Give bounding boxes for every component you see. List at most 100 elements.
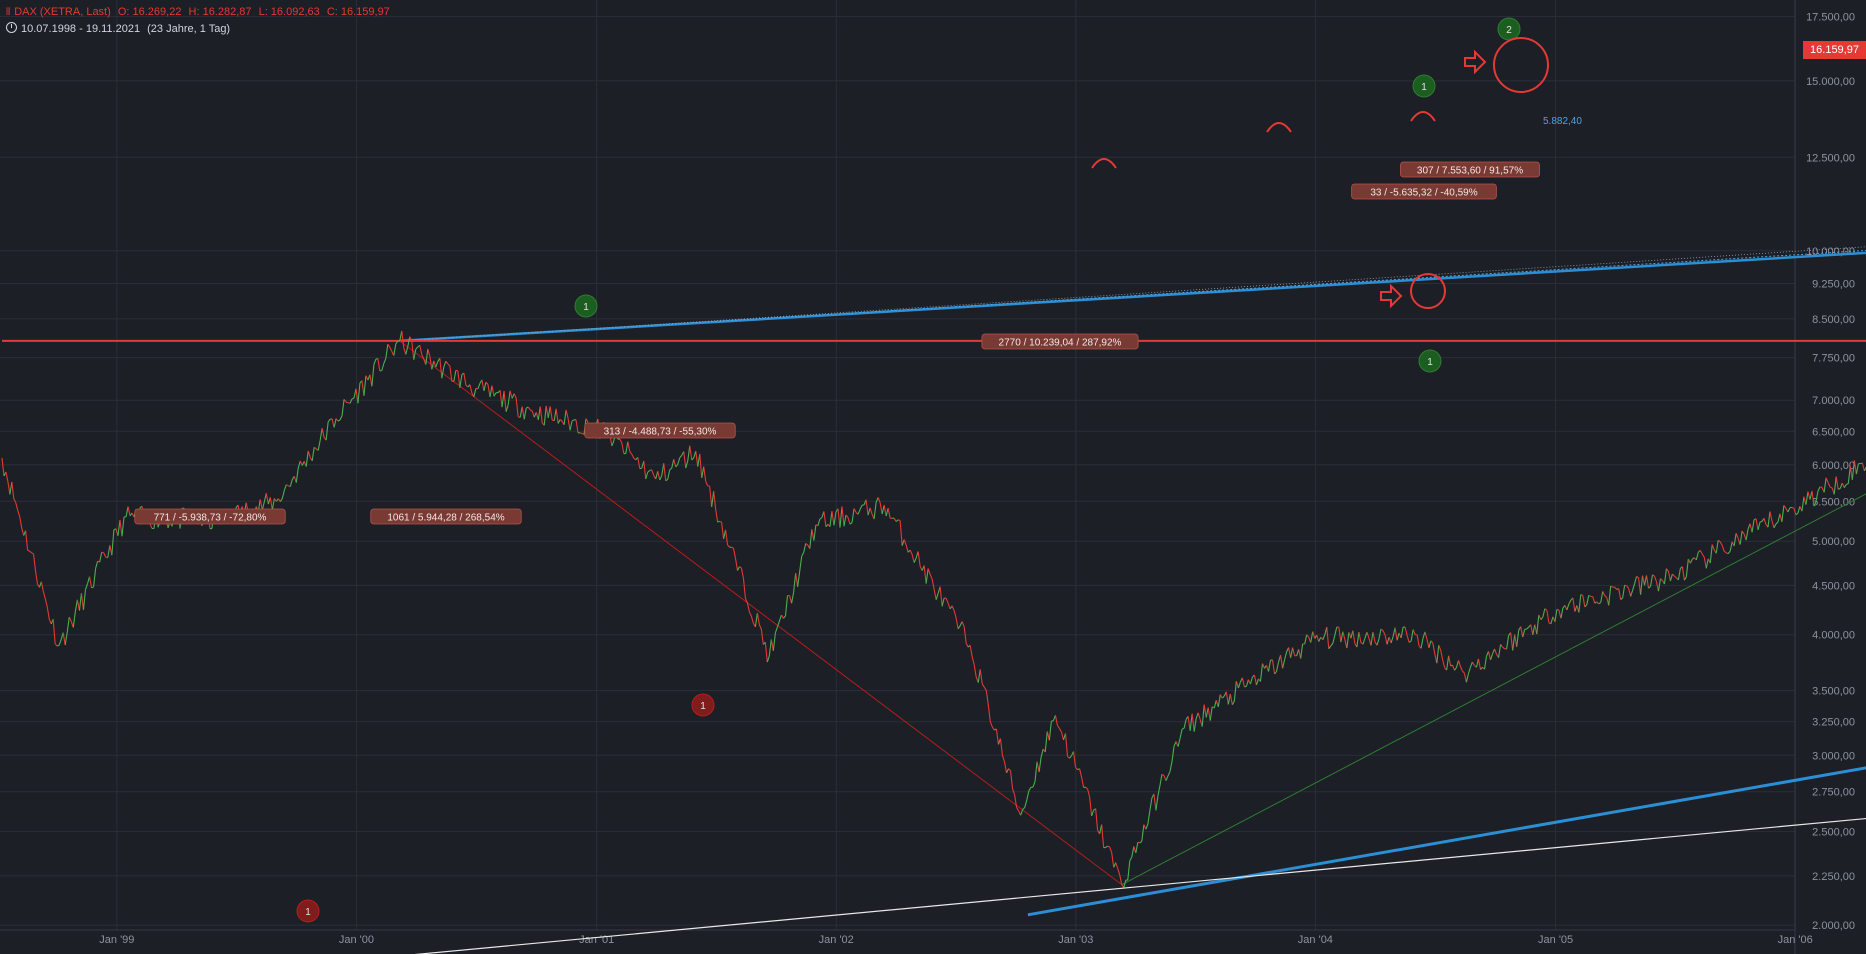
price-segment (1801, 496, 1805, 512)
price-segment (1703, 557, 1707, 569)
y-tick-label: 2.500,00 (1812, 827, 1855, 839)
price-segment (1237, 681, 1241, 689)
x-tick-label: Jan '06 (1778, 934, 1813, 946)
price-segment (1173, 741, 1177, 747)
price-segment (750, 616, 754, 624)
price-segment (756, 612, 760, 625)
price-segment (1330, 643, 1334, 647)
price-segment (1475, 658, 1479, 668)
price-segment (543, 405, 547, 426)
price-segment (805, 542, 809, 546)
price-segment (1467, 667, 1471, 674)
price-segment (669, 467, 673, 471)
price-segment (929, 574, 933, 580)
price-segment (731, 546, 734, 549)
price-segment (833, 512, 837, 526)
price-segment (289, 479, 293, 487)
price-segment (93, 568, 97, 587)
price-segment (503, 391, 507, 412)
price-segment (1608, 586, 1612, 606)
price-segment (1169, 761, 1173, 772)
price-segment (489, 385, 493, 398)
arrow-right-icon (1464, 49, 1487, 75)
y-tick-label: 2.250,00 (1812, 871, 1855, 883)
price-segment (1123, 880, 1127, 888)
price-segment (445, 360, 449, 365)
price-segment (447, 363, 451, 367)
price-segment (1312, 631, 1316, 639)
price-segment (325, 421, 329, 441)
price-segment (955, 618, 959, 629)
price-segment (107, 545, 111, 558)
price-segment (879, 502, 883, 515)
price-segment (519, 406, 523, 418)
price-segment (973, 664, 977, 678)
price-segment (1471, 661, 1475, 666)
price-segment (969, 645, 973, 657)
annotation-label: 1061 / 5.944,28 / 268,54% (370, 508, 522, 525)
price-segment (793, 573, 797, 593)
price-segment (101, 551, 104, 554)
price-segment (911, 554, 915, 563)
price-segment (34, 570, 38, 584)
price-segment (1819, 486, 1823, 489)
price-segment (119, 519, 123, 537)
price-segment (585, 418, 589, 423)
price-segment (695, 451, 699, 467)
price-segment (427, 348, 431, 357)
price-segment (1817, 486, 1821, 492)
annotation-text: 307 / 7.553,60 / 91,57% (1417, 166, 1523, 177)
y-tick-label: 9.250,00 (1812, 278, 1855, 290)
price-segment (311, 447, 315, 461)
upper-channel-dotted-line (399, 249, 1866, 342)
price-segment (1075, 767, 1078, 771)
x-tick-label: Jan '05 (1538, 934, 1573, 946)
price-segment (1463, 672, 1467, 683)
price-segment (299, 460, 303, 466)
annotation-bg (370, 508, 522, 525)
price-segment (625, 441, 629, 454)
y-tick-label: 17.500,00 (1806, 11, 1855, 23)
price-segment (1129, 856, 1133, 861)
price-segment (286, 484, 289, 487)
price-segment (82, 589, 87, 610)
price-segment (1014, 794, 1018, 808)
low-highlight-circle (1410, 273, 1446, 309)
price-segment (919, 566, 923, 571)
price-segment (361, 380, 365, 396)
price-segment (1022, 807, 1026, 810)
price-segment (56, 644, 60, 647)
price-segment (363, 375, 367, 396)
price-segment (629, 451, 633, 455)
price-segment (1195, 712, 1199, 719)
price-segment (1430, 640, 1434, 644)
price-segment (647, 469, 651, 473)
price-segment (739, 566, 742, 569)
price-segment (54, 643, 58, 647)
price-segment (1384, 634, 1388, 645)
price-segment (813, 524, 817, 541)
price-segment (823, 511, 827, 527)
price-segment (1072, 751, 1077, 768)
price-segment (1538, 614, 1542, 620)
price-segment (945, 598, 949, 604)
price-segment (1348, 632, 1352, 639)
price-segment (1636, 575, 1639, 579)
price-segment (395, 340, 399, 345)
price-segment (1805, 491, 1809, 505)
price-segment (1105, 845, 1108, 848)
price-segment (1709, 544, 1713, 564)
price-segment (1520, 626, 1524, 638)
price-segment (1157, 785, 1161, 796)
price-segment (1139, 840, 1143, 844)
price-segment (117, 519, 121, 536)
symbol-name[interactable]: DAX (XETRA, Last) (14, 6, 111, 18)
price-segment (1681, 566, 1685, 581)
price-segment (1556, 608, 1560, 611)
price-segment (1310, 631, 1314, 643)
price-segment (1001, 755, 1006, 762)
x-tick-label: Jan '00 (339, 934, 374, 946)
price-segment (1542, 608, 1546, 618)
price-segment (1657, 578, 1662, 592)
